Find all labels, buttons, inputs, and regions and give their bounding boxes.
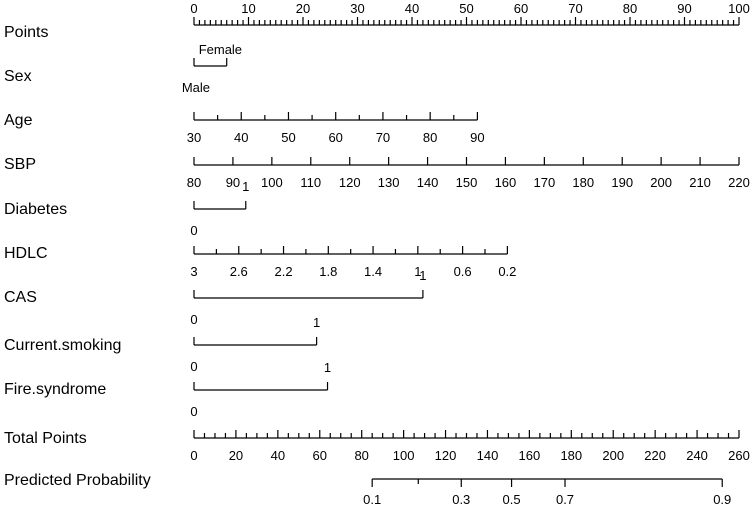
total-points-tick-label: 80	[354, 448, 368, 463]
points-tick-label: 30	[350, 1, 364, 16]
points-tick-label: 70	[568, 1, 582, 16]
points-tick-label: 50	[459, 1, 473, 16]
age-tick-label: 40	[234, 130, 248, 145]
hdlc-row-label: HDLC	[4, 245, 48, 262]
sbp-tick-label: 150	[456, 175, 478, 190]
row-labels: Points Sex Age SBP Diabetes HDLC CAS Cur…	[4, 24, 151, 489]
points-tick-label: 10	[241, 1, 255, 16]
current-smoking-level-label: 1	[313, 315, 320, 330]
sbp-tick-label: 130	[378, 175, 400, 190]
cas-level-label: 1	[419, 268, 426, 283]
total-points-row-label: Total Points	[4, 430, 87, 447]
sbp-tick-label: 100	[261, 175, 283, 190]
sbp-tick-label: 220	[728, 175, 750, 190]
sbp-tick-label: 80	[187, 175, 201, 190]
current-smoking-row-label: Current.smoking	[4, 337, 121, 354]
sex-level-label: Male	[182, 80, 210, 95]
predicted-probability-tick-label: 0.9	[713, 492, 731, 507]
total-points-tick-label: 40	[271, 448, 285, 463]
sbp-tick-label: 210	[689, 175, 711, 190]
total-points-tick-label: 0	[190, 448, 197, 463]
diabetes-level-label: 1	[242, 179, 249, 194]
points-tick-label: 90	[677, 1, 691, 16]
sbp-tick-label: 190	[611, 175, 633, 190]
age-tick-label: 50	[281, 130, 295, 145]
total-points-tick-label: 240	[686, 448, 708, 463]
predicted-probability-tick-label: 0.3	[452, 492, 470, 507]
sbp-tick-label: 110	[300, 175, 321, 190]
predicted-probability-row-label: Predicted Probability	[4, 472, 151, 489]
sex-row-label: Sex	[4, 68, 32, 85]
sbp-tick-label: 170	[534, 175, 556, 190]
age-tick-label: 90	[470, 130, 484, 145]
total-points-tick-label: 60	[313, 448, 327, 463]
predicted-probability-tick-label: 0.5	[503, 492, 521, 507]
hdlc-tick-label: 2.2	[274, 264, 292, 279]
hdlc-tick-label: 1.4	[364, 264, 382, 279]
total-points-tick-label: 20	[229, 448, 243, 463]
fire-syndrome-level-label: 1	[324, 360, 331, 375]
sbp-tick-label: 180	[572, 175, 594, 190]
points-tick-label: 60	[514, 1, 528, 16]
points-tick-label: 0	[190, 1, 197, 16]
age-tick-label: 80	[423, 130, 437, 145]
total-points-tick-label: 260	[728, 448, 750, 463]
sex-level-label: Female	[199, 42, 242, 57]
sbp-row-label: SBP	[4, 156, 36, 173]
sbp-tick-label: 160	[495, 175, 517, 190]
total-points-tick-label: 120	[435, 448, 457, 463]
predicted-probability-tick-label: 0.1	[363, 492, 381, 507]
fire-syndrome-row-label: Fire.syndrome	[4, 381, 106, 398]
cas-level-label: 0	[190, 312, 197, 327]
diabetes-row-label: Diabetes	[4, 201, 67, 218]
hdlc-tick-label: 3	[190, 264, 197, 279]
predicted-probability-tick-label: 0.7	[556, 492, 574, 507]
points-tick-label: 100	[728, 1, 750, 16]
points-tick-label: 80	[623, 1, 637, 16]
total-points-tick-label: 200	[602, 448, 624, 463]
age-row-label: Age	[4, 112, 33, 129]
sbp-tick-label: 140	[417, 175, 439, 190]
hdlc-tick-label: 2.6	[230, 264, 248, 279]
sbp-tick-label: 90	[226, 175, 240, 190]
points-tick-label: 20	[296, 1, 310, 16]
hdlc-tick-label: 1	[414, 264, 421, 279]
hdlc-tick-label: 0.6	[454, 264, 472, 279]
points-tick-label: 40	[405, 1, 419, 16]
fire-syndrome-level-label: 0	[190, 404, 197, 419]
age-tick-label: 70	[376, 130, 390, 145]
sbp-tick-label: 120	[339, 175, 361, 190]
hdlc-tick-label: 1.8	[319, 264, 337, 279]
points-row-label: Points	[4, 24, 48, 41]
total-points-tick-label: 160	[519, 448, 541, 463]
age-tick-label: 60	[328, 130, 342, 145]
total-points-tick-label: 140	[477, 448, 499, 463]
diabetes-level-label: 0	[190, 223, 197, 238]
sbp-tick-label: 200	[650, 175, 672, 190]
total-points-tick-label: 220	[644, 448, 666, 463]
total-points-tick-label: 180	[560, 448, 582, 463]
age-tick-label: 30	[187, 130, 201, 145]
current-smoking-level-label: 0	[190, 359, 197, 374]
cas-row-label: CAS	[4, 289, 37, 306]
hdlc-tick-label: 0.2	[498, 264, 516, 279]
total-points-tick-label: 100	[393, 448, 415, 463]
